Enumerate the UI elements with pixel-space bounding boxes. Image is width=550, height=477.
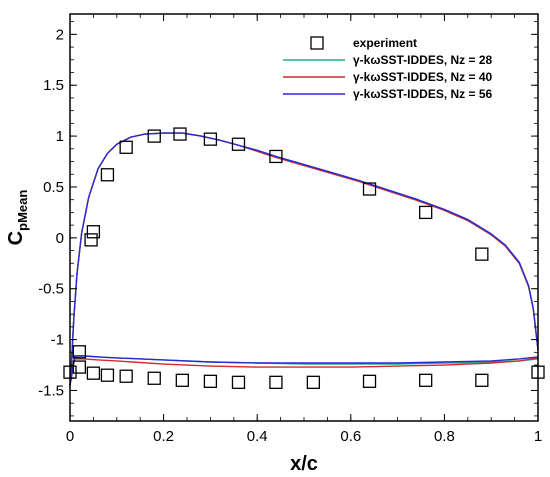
- x-tick-label: 0.6: [340, 428, 361, 445]
- legend-label-experiment: experiment: [353, 36, 417, 50]
- experiment-marker: [173, 127, 187, 141]
- experiment-marker: [203, 374, 218, 388]
- experiment-marker: [203, 132, 218, 146]
- experiment-marker: [419, 373, 433, 387]
- experiment-marker: [231, 137, 246, 151]
- x-tick-label: 0: [66, 428, 74, 445]
- experiment-marker: [72, 345, 87, 359]
- experiment-marker: [419, 205, 433, 220]
- series-line-upper-2: [69, 132, 539, 386]
- x-tick-label: 0.4: [247, 428, 268, 445]
- legend-marker-experiment: [310, 36, 324, 50]
- legend-label-0: γ-kωSST-IDDES, Nz = 28: [353, 53, 493, 67]
- series-line-lower-1: [69, 357, 539, 386]
- experiment-marker: [119, 369, 133, 383]
- x-tick-label: 0.2: [153, 428, 174, 445]
- experiment-marker: [269, 149, 283, 164]
- experiment-marker: [86, 225, 101, 239]
- series-line-lower-2: [69, 355, 539, 386]
- y-axis-title-subscript: pMean: [15, 190, 30, 231]
- experiment-marker: [475, 247, 489, 261]
- y-tick-label: 2: [56, 26, 64, 43]
- y-tick-label: -1.5: [38, 382, 64, 399]
- experiment-marker: [119, 140, 133, 154]
- experiment-marker: [100, 368, 115, 382]
- axis-ticks: 0 0.2 0.4 0.6 0.8 1 -1.5 -1 -0.5 0 0.5 1 1.5 2: [38, 14, 542, 445]
- experiment-marker: [84, 233, 98, 247]
- series-line-lower-0: [69, 355, 539, 386]
- legend-label-2: γ-kωSST-IDDES, Nz = 56: [353, 87, 493, 101]
- experiment-marker: [362, 182, 377, 196]
- legend-label-1: γ-kωSST-IDDES, Nz = 40: [353, 70, 493, 84]
- y-tick-label: -1: [51, 332, 64, 349]
- y-tick-label: -0.5: [38, 281, 64, 298]
- y-tick-label: 1: [56, 128, 64, 145]
- experiment-marker: [72, 360, 87, 374]
- y-axis-title-main: C: [5, 231, 27, 245]
- y-tick-label: 1.5: [43, 77, 64, 94]
- experiment-marker: [147, 129, 161, 143]
- y-axis-title: CpMean: [5, 190, 30, 246]
- experiment-marker: [231, 375, 246, 389]
- x-axis-title: x/c: [290, 453, 318, 475]
- experiment-marker: [306, 375, 321, 389]
- x-tick-label: 1: [534, 428, 542, 445]
- series-layer: [69, 132, 539, 386]
- series-line-upper-1: [69, 132, 539, 386]
- series-line-upper-0: [69, 132, 539, 386]
- experiment-marker: [100, 168, 115, 182]
- experiment-marker: [269, 375, 283, 389]
- y-tick-label: 0: [56, 230, 64, 247]
- experiment-marker: [147, 371, 161, 385]
- experiment-marker: [86, 366, 101, 380]
- experiment-marker: [475, 373, 489, 387]
- legend: experiment γ-kωSST-IDDES, Nz = 28 γ-kωSST-…: [283, 36, 493, 101]
- experiment-marker: [175, 373, 189, 387]
- experiment-markers: [63, 127, 545, 389]
- x-tick-label: 0.8: [434, 428, 455, 445]
- y-tick-label: 0.5: [43, 179, 64, 196]
- experiment-marker: [362, 374, 377, 388]
